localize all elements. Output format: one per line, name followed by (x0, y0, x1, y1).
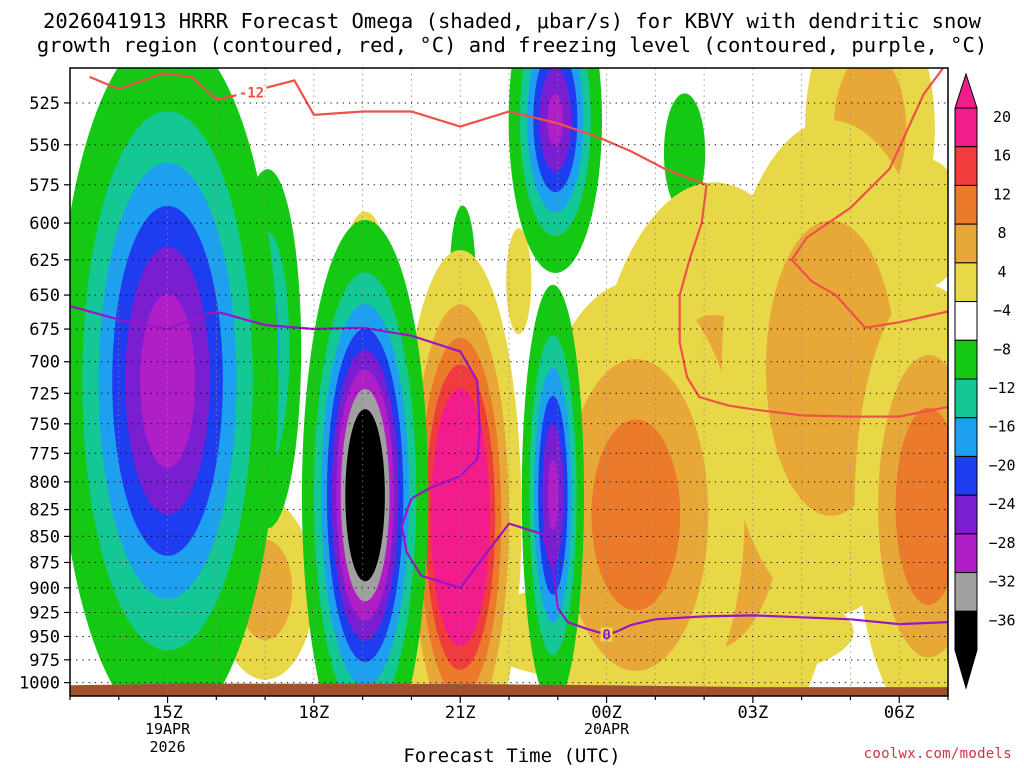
y-tick-label: 650 (29, 286, 60, 306)
y-tick-label: 525 (29, 94, 60, 114)
x-tick-year: 2026 (149, 738, 185, 756)
dgz-lower-line (678, 184, 948, 418)
freezing-level-line (70, 305, 948, 636)
y-tick-label: 575 (29, 176, 60, 196)
colorbar: 20 16 12 8 4 −4 −8 −12 −16 −20 −24 −28 −32 −36 (954, 72, 1016, 690)
axes: 525 550 575 600 625 650 675 700 725 750 775 800 825 8… (19, 67, 949, 756)
y-tick-label: 625 (29, 251, 60, 271)
colorbar-swatch (954, 146, 978, 186)
colorbar-swatch (954, 378, 978, 419)
y-tick-label: 875 (29, 553, 60, 573)
x-tick-label: 03Z (738, 703, 769, 723)
colorbar-swatch (954, 494, 978, 535)
omega-contour-+4 (506, 228, 532, 335)
omega-contour--24 (547, 94, 564, 146)
omega-upward-19Z (301, 219, 429, 696)
colorbar-min-arrow (954, 649, 978, 690)
colorbar-label: −32 (988, 573, 1015, 591)
x-tick-label: 18Z (299, 703, 330, 723)
colorbar-label: 12 (993, 185, 1011, 203)
colorbar-swatch (954, 223, 978, 264)
y-tick-label: 900 (29, 579, 60, 599)
y-tick-label: 675 (29, 320, 60, 340)
colorbar-swatch (954, 572, 978, 612)
omega-contour--24 (140, 293, 196, 468)
chart-title-line1: 2026041913 HRRR Forecast Omega (shaded, … (43, 9, 981, 33)
dgz-top-line (89, 72, 707, 186)
omega-contour-+12 (895, 407, 948, 606)
dgz-label-bg (236, 83, 267, 100)
x-tick-label: 15Z (152, 703, 183, 723)
colorbar-swatch (954, 301, 978, 341)
colorbar-swatch (954, 417, 978, 457)
colorbar-label: −36 (988, 611, 1015, 629)
colorbar-label: 4 (997, 263, 1006, 281)
colorbar-label: −12 (988, 379, 1015, 397)
dgz-right-line (790, 68, 948, 329)
colorbar-swatch (954, 455, 978, 496)
omega-contour--24 (547, 459, 559, 531)
y-tick-label: 925 (29, 603, 60, 623)
y-tick-label: 750 (29, 415, 60, 435)
x-tick-date: 19APR (145, 720, 191, 738)
colorbar-label: 20 (993, 108, 1011, 126)
omega-upward-2230Z-top (508, 68, 603, 273)
colorbar-swatch (954, 107, 978, 148)
colorbar-label: 8 (997, 224, 1006, 242)
colorbar-label: −20 (988, 456, 1015, 474)
colorbar-swatch (954, 184, 978, 225)
x-tick-label: 21Z (445, 703, 476, 723)
colorbar-swatch (954, 533, 978, 574)
omega-upward-22Z (521, 284, 585, 696)
chart-title-line2: growth region (contoured, red, °C) and f… (36, 33, 988, 57)
y-tick-label: 700 (29, 353, 60, 373)
y-tick-label: 800 (29, 473, 60, 493)
dendritic-contours: -12 (89, 68, 948, 418)
colorbar-swatch (954, 339, 978, 380)
colorbar-label: −16 (988, 418, 1015, 436)
y-tick-label: 850 (29, 527, 60, 547)
colorbar-label: −28 (988, 534, 1015, 552)
dgz-label: -12 (239, 86, 264, 102)
y-tick-label: 550 (29, 136, 60, 156)
omega-contour--40 (357, 462, 373, 528)
omega-sink-0530Z (854, 284, 948, 696)
colorbar-label: 16 (993, 147, 1011, 165)
y-tick-label: 975 (29, 651, 60, 671)
omega-upward-0130Z (663, 93, 706, 213)
omega-contour-+32 (447, 462, 473, 572)
x-tick-date: 20APR (584, 720, 630, 738)
y-tick-label: 1000 (19, 674, 60, 694)
source-credit[interactable]: coolwx.com/models (863, 746, 1012, 762)
colorbar-label: −8 (993, 340, 1011, 358)
y-tick-label: 825 (29, 501, 60, 521)
colorbar-swatch (954, 262, 978, 303)
y-tick-label: 600 (29, 214, 60, 234)
omega-sink-2130Z (506, 228, 532, 335)
y-tick-label: 725 (29, 384, 60, 404)
x-tick-label: 06Z (884, 703, 915, 723)
colorbar-swatch (954, 610, 978, 651)
omega-upward-15Z (70, 68, 279, 696)
colorbar-label: −24 (988, 495, 1015, 513)
x-axis-label: Forecast Time (UTC) (403, 745, 621, 767)
x-tick-label: 00Z (591, 703, 622, 723)
omega-field (70, 68, 948, 696)
plot-area: -120 (70, 68, 948, 696)
colorbar-label: −4 (993, 302, 1011, 320)
colorbar-max-arrow (954, 72, 978, 109)
y-tick-label: 775 (29, 444, 60, 464)
omega-contour-+12 (591, 419, 681, 611)
y-tick-label: 950 (29, 627, 60, 647)
omega-contour--4 (663, 93, 706, 213)
omega-sink-00Z (527, 281, 745, 696)
